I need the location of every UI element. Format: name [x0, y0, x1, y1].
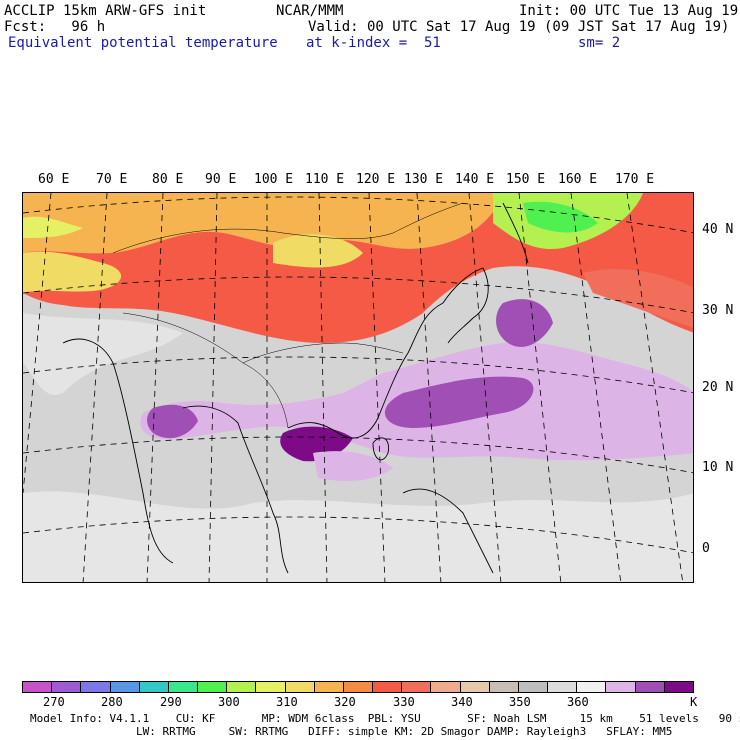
colorbar-tick-280: 280 — [101, 695, 123, 709]
lon-label-60e: 60 E — [38, 172, 70, 187]
theta-e-field — [23, 193, 693, 582]
colorbar-tick-330: 330 — [393, 695, 415, 709]
coastlines — [62, 202, 529, 574]
field-yellow-west — [23, 251, 122, 293]
field-name: Equivalent potential temperature — [8, 35, 278, 51]
field-light-grey-india — [23, 313, 183, 396]
lon-label-120e: 120 E — [356, 172, 396, 187]
colorbar-swatch — [373, 682, 403, 692]
colorbar-swatch — [343, 682, 374, 692]
colorbar-swatch — [23, 682, 53, 692]
colorbar-swatch — [314, 682, 344, 692]
lon-label-170e: 170 E — [615, 172, 655, 187]
colorbar-tick-340: 340 — [451, 695, 473, 709]
colorbar-tick-310: 310 — [276, 695, 298, 709]
lon-label-130e: 130 E — [404, 172, 444, 187]
valid-time: Valid: 00 UTC Sat 17 Aug 19 (09 JST Sat … — [308, 19, 730, 35]
field-green-core — [523, 201, 598, 233]
lon-label-150e: 150 E — [506, 172, 546, 187]
field-orange-band — [23, 193, 503, 254]
model-title: ACCLIP 15km ARW-GFS init — [4, 3, 207, 19]
lon-label-100e: 100 E — [254, 172, 294, 187]
field-red-east — [583, 268, 693, 328]
colorbar-swatch — [518, 682, 549, 692]
model-info-line1: Model Info: V4.1.1 CU: KF MP: WDM 6class… — [30, 712, 740, 725]
lon-label-70e: 70 E — [96, 172, 128, 187]
lat-label-10n: 10 N — [702, 460, 734, 475]
colorbar-swatch — [606, 682, 636, 692]
colorbar-tick-320: 320 — [334, 695, 356, 709]
smoothing-label: sm= 2 — [578, 35, 621, 51]
field-yellow-mongolia — [273, 234, 363, 268]
colorbar-swatch — [402, 682, 432, 692]
lat-label-20n: 20 N — [702, 380, 734, 395]
model-info-line2: LW: RRTMG SW: RRTMG DIFF: simple KM: 2D … — [30, 725, 673, 738]
lon-label-80e: 80 E — [152, 172, 184, 187]
map-panel — [22, 192, 694, 583]
colorbar-tick-270: 270 — [43, 695, 65, 709]
level-index: at k-index = 51 — [306, 35, 441, 51]
lon-label-160e: 160 E — [558, 172, 598, 187]
country-borders — [112, 202, 464, 429]
colorbar-swatch — [460, 682, 490, 692]
field-light-grey-south — [23, 491, 693, 582]
lat-label-0: 0 — [702, 541, 710, 556]
colorbar-swatch — [664, 682, 693, 692]
colorbar-swatch — [52, 682, 82, 692]
lat-label-40n: 40 N — [702, 222, 734, 237]
colorbar-swatch — [256, 682, 286, 692]
colorbar-unit: K — [690, 695, 698, 709]
colorbar-swatch — [110, 682, 140, 692]
field-yellow-nw — [23, 216, 83, 238]
forecast-hour: Fcst: 96 h — [4, 19, 106, 35]
lon-label-90e: 90 E — [205, 172, 237, 187]
colorbar-swatch — [168, 682, 199, 692]
field-lilac-south — [313, 451, 393, 481]
lon-label-140e: 140 E — [455, 172, 495, 187]
colorbar-tick-290: 290 — [160, 695, 182, 709]
field-purple-bay — [147, 404, 198, 439]
colorbar-swatch — [227, 682, 257, 692]
colorbar — [22, 681, 694, 693]
colorbar-swatch — [285, 682, 315, 692]
field-purple-ne — [496, 299, 553, 347]
field-purple-ocean — [384, 376, 534, 428]
lat-label-30n: 30 N — [702, 303, 734, 318]
colorbar-swatch — [139, 682, 169, 692]
colorbar-swatch — [635, 682, 665, 692]
colorbar-tick-350: 350 — [509, 695, 531, 709]
colorbar-tick-300: 300 — [218, 695, 240, 709]
colorbar-swatch — [489, 682, 519, 692]
colorbar-swatch — [81, 682, 111, 692]
colorbar-swatch — [431, 682, 461, 692]
init-time: Init: 00 UTC Tue 13 Aug 19 — [519, 3, 739, 19]
organization-label: NCAR/MMM — [276, 3, 344, 19]
colorbar-swatch — [577, 682, 607, 692]
colorbar-tick-360: 360 — [567, 695, 589, 709]
lon-label-110e: 110 E — [305, 172, 345, 187]
colorbar-swatch — [548, 682, 578, 692]
colorbar-swatch — [198, 682, 228, 692]
